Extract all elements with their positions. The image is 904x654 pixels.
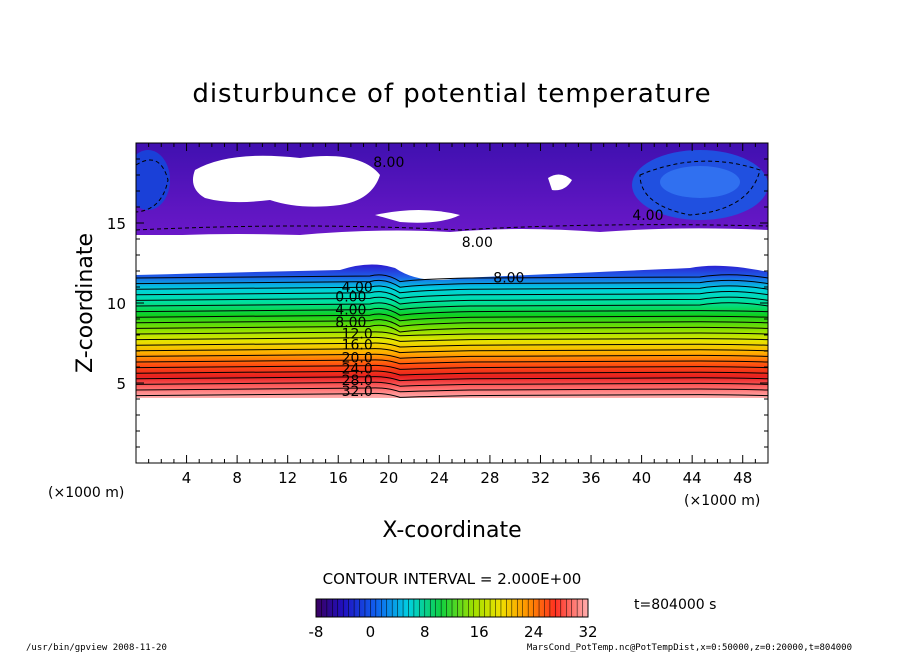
x-tick-label: 44 [683,469,702,487]
x-tick-label: 20 [379,469,398,487]
colorbar-tick-label: 0 [366,623,376,641]
contour-line [136,359,768,365]
colorbar-tick-label: 32 [578,623,597,641]
contour-line [136,307,768,316]
contour-line [136,370,768,376]
contour-line [136,279,768,288]
x-axis: 4 8 12 16 20 24 28 32 36 40 44 48 [148,143,756,487]
contour-line [136,364,768,370]
contour-label: 4.00 [632,208,663,224]
contour-line [136,387,768,393]
chart-title: disturbunce of potential temperature [192,79,711,109]
footer-right: MarsCond_PotTemp.nc@PotTempDist,x=0:5000… [527,643,852,653]
contour-label: 28.0 [342,373,373,389]
x-tick-label: 40 [632,469,651,487]
contour-line [136,392,768,398]
contour-label: 4.00 [335,302,366,318]
x-tick-label: 28 [480,469,499,487]
contour-line [136,336,768,342]
x-tick-label: 24 [430,469,449,487]
x-tick-label: 12 [278,469,297,487]
contour-label: 8.00 [493,270,524,286]
upper-white-region-3 [548,174,572,191]
contour-label: 16.0 [342,338,373,354]
contour-label: 4.00 [342,280,373,296]
y-tick-label: 5 [116,375,126,393]
y-tick-label: 10 [107,295,126,313]
colorbar-tick-label: 8 [420,623,430,641]
contour-line [136,285,768,294]
x-axis-label: X-coordinate [382,518,521,543]
lower-white-region [136,398,768,463]
contour-line [136,353,768,359]
y-axis-label: Z-coordinate [73,233,98,373]
x-tick-label: 4 [182,469,192,487]
colorbar-tick-label: 16 [470,623,489,641]
contour-lines [136,274,768,398]
colorbar-tick-label: -8 [309,623,324,641]
upper-white-region-2 [375,210,460,223]
contour-line [136,313,768,322]
x-tick-label: 48 [733,469,752,487]
x-unit-label-right: (×1000 m) [684,493,760,509]
contour-line [136,348,768,354]
contour-label: 8.00 [335,315,366,331]
contour-label: 8.00 [462,235,493,251]
footer-left: /usr/bin/gpview 2008-11-20 [26,643,167,653]
contour-line [136,331,768,337]
contour-line [136,291,768,299]
plot-area [136,143,768,463]
y-tick-label: 15 [107,215,126,233]
contour-line [136,302,768,311]
x-tick-label: 16 [329,469,348,487]
stratified-bands [136,264,768,398]
low-value-core-right [660,166,740,198]
contour-label: 0.00 [335,290,366,306]
contour-line [136,376,768,382]
contour-interval-text: CONTOUR INTERVAL = 2.000E+00 [323,570,582,588]
colorbar-stripes [321,599,583,617]
colorbar-tick-label: 24 [524,623,543,641]
x-unit-label-left: (×1000 m) [48,485,124,501]
x-tick-label: 32 [531,469,550,487]
contour-label: 24.0 [342,362,373,378]
contour-line [136,381,768,387]
contour-line [136,296,768,305]
contour-label: 12.0 [342,326,373,342]
middle-white-region [136,228,768,280]
y-axis: 5 10 15 [107,158,768,448]
contour-line [136,324,768,333]
x-tick-label: 8 [232,469,242,487]
contour-line [136,274,768,283]
contour-label-group: 8.004.008.008.004.000.004.008.0012.016.0… [335,155,663,400]
contour-label: 8.00 [373,155,404,171]
dashed-contour-top [136,224,768,231]
upper-white-region-1 [192,155,380,207]
contour-label: 20.0 [342,350,373,366]
dashed-contour-top-left [136,159,169,213]
time-text: t=804000 s [634,597,716,613]
contour-line [136,319,768,327]
dashed-contour-top-right [639,160,761,216]
low-value-patch-left [136,150,170,210]
contour-label: 32.0 [342,384,373,400]
contour-line [136,342,768,348]
x-tick-label: 36 [581,469,600,487]
colorbar-ticks: -8 0 8 16 24 32 [309,623,598,641]
